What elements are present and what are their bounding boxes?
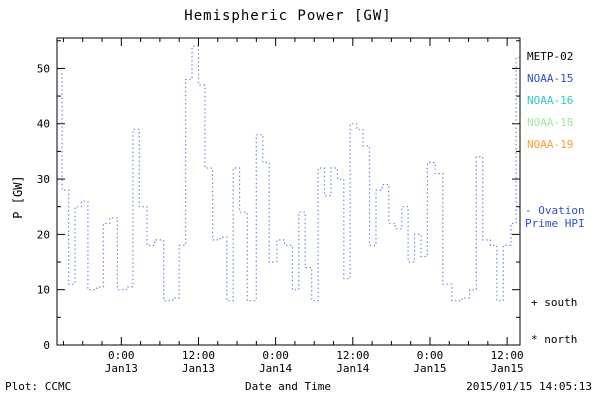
legend-item-noaa-15: NOAA-15 [527,72,574,85]
x-tick-time-label: 0:00 [108,349,135,362]
x-tick-time-label: 12:00 [491,349,524,362]
legend-item-noaa-19: NOAA-19 [527,138,574,151]
legend-ovation-line2: Prime HPI [525,217,585,230]
legend-north-marker: * north [531,333,578,346]
hpi-step-line [57,45,520,302]
x-tick-date-label: Jan13 [105,362,138,375]
chart-title: Hemispheric Power [GW] [184,8,392,24]
legend-item-noaa-16: NOAA-16 [527,94,574,107]
x-tick-date-label: Jan15 [413,362,446,375]
plot-timestamp: 2015/01/15 14:05:13 [466,380,592,393]
legend-item-metp-02: METP-02 [527,50,574,63]
x-tick-date-label: Jan15 [491,362,524,375]
y-tick-label: 0 [43,339,50,352]
x-tick-date-label: Jan13 [182,362,215,375]
x-axis-label: Date and Time [244,380,332,393]
y-tick-label: 20 [37,228,50,241]
legend-ovation-line1: - Ovation [525,204,585,217]
y-tick-label: 40 [37,118,50,131]
x-tick-time-label: 0:00 [262,349,289,362]
y-tick-label: 30 [37,173,50,186]
y-tick-label: 50 [37,62,50,75]
x-tick-date-label: Jan14 [259,362,292,375]
x-tick-date-label: Jan14 [336,362,369,375]
plot-source-label: Plot: CCMC [5,380,72,393]
legend-ovation-prime: - Ovation Prime HPI [525,204,585,230]
legend-satellites: METP-02 NOAA-15 NOAA-16 NOAA-18 NOAA-19 [527,50,573,160]
y-tick-label: 10 [37,284,50,297]
legend-south-marker: + south [531,296,578,309]
axes-frame [56,37,521,346]
x-tick-time-label: 12:00 [336,349,369,362]
x-tick-time-label: 12:00 [182,349,215,362]
x-tick-time-label: 0:00 [417,349,444,362]
legend-item-noaa-18: NOAA-18 [527,116,574,129]
